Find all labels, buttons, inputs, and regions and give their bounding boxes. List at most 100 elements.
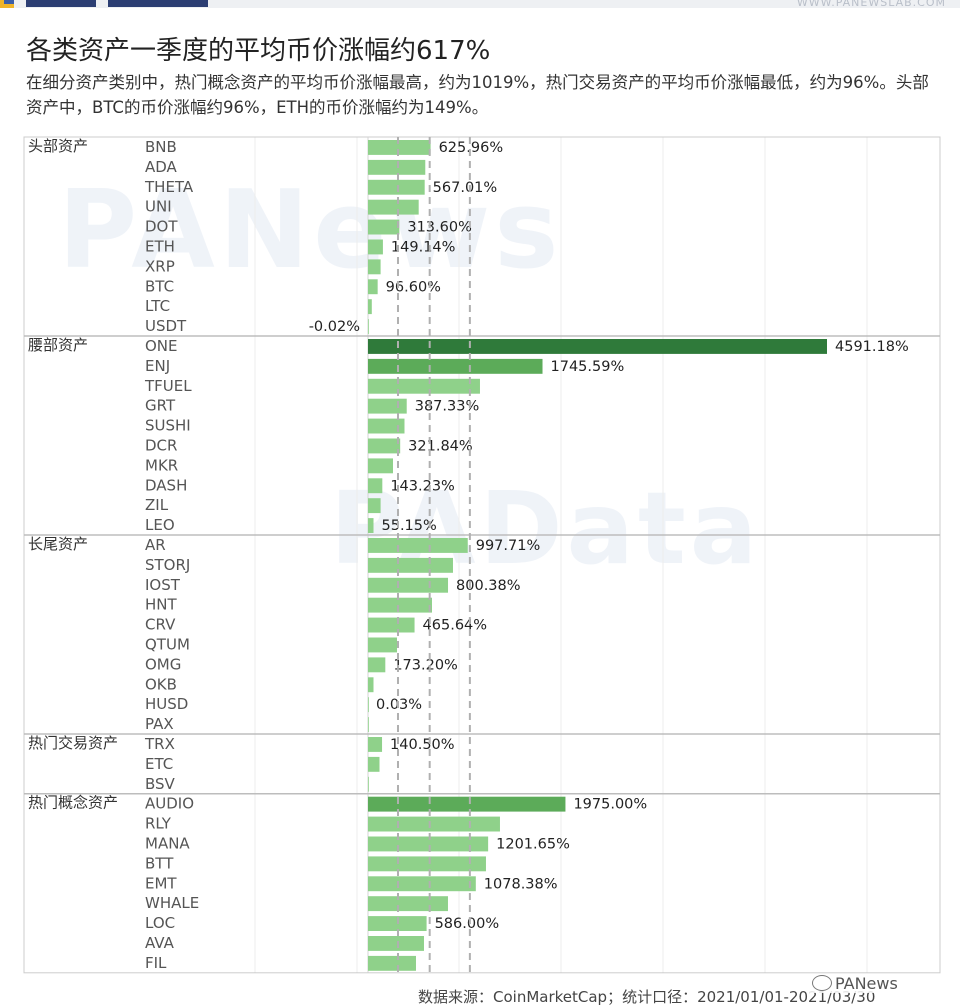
category-label: ENJ xyxy=(145,357,170,375)
category-label: XRP xyxy=(145,257,175,275)
category-label: LEO xyxy=(145,516,175,534)
category-label: BNB xyxy=(145,138,177,156)
category-label: AVA xyxy=(145,934,175,952)
bar xyxy=(368,756,380,772)
category-label: FIL xyxy=(145,954,167,972)
category-label: UNI xyxy=(145,198,172,216)
category-label: ADA xyxy=(145,158,178,176)
bar xyxy=(368,199,419,215)
bar xyxy=(368,557,453,573)
data-label: 800.38% xyxy=(456,578,521,594)
category-label: AR xyxy=(145,536,166,554)
bar xyxy=(368,657,386,673)
category-label: IOST xyxy=(145,576,181,594)
category-label: LTC xyxy=(145,297,170,315)
bar xyxy=(368,617,415,633)
data-label: 96.60% xyxy=(386,279,441,295)
data-label: 465.64% xyxy=(423,618,488,634)
data-label: 1975.00% xyxy=(573,797,647,813)
bar xyxy=(368,498,381,514)
data-label: 1201.65% xyxy=(496,837,570,853)
group-label: 腰部资产 xyxy=(28,336,88,354)
bar xyxy=(368,737,383,752)
bar xyxy=(368,597,432,613)
data-label: 173.20% xyxy=(393,657,458,673)
bar xyxy=(368,697,369,713)
data-label: 321.84% xyxy=(408,439,473,455)
data-label: 586.00% xyxy=(435,916,500,932)
category-label: ETH xyxy=(145,238,175,256)
bar xyxy=(368,518,374,533)
category-label: RLY xyxy=(145,815,172,833)
category-label: STORJ xyxy=(145,556,190,574)
wechat-account-name: PANews xyxy=(835,974,898,993)
group-label: 长尾资产 xyxy=(28,535,88,553)
group-label: 热门概念资产 xyxy=(28,794,118,812)
data-label: 625.96% xyxy=(439,140,504,156)
bar xyxy=(368,896,448,912)
wechat-icon xyxy=(812,975,832,991)
data-label: 140.50% xyxy=(390,737,455,753)
panews-watermark: PANews xyxy=(58,168,563,293)
bar xyxy=(368,438,401,454)
category-label: DOT xyxy=(145,218,178,236)
category-label: TFUEL xyxy=(144,377,192,395)
chart-frame xyxy=(23,136,941,974)
bar xyxy=(368,478,383,494)
bar xyxy=(368,219,400,235)
category-label: HUSD xyxy=(145,695,188,713)
bar xyxy=(368,677,374,693)
bar xyxy=(368,717,369,732)
bar xyxy=(368,259,381,275)
data-label: 997.71% xyxy=(476,538,541,554)
bar xyxy=(368,816,500,832)
data-label: 313.60% xyxy=(407,220,472,236)
category-label: WHALE xyxy=(145,894,199,912)
category-label: ZIL xyxy=(145,496,169,514)
category-label: QTUM xyxy=(145,636,190,654)
data-label: 0.03% xyxy=(376,697,422,713)
bar xyxy=(368,378,480,394)
bar xyxy=(367,319,369,334)
category-label: CRV xyxy=(145,616,176,634)
data-label: 1078.38% xyxy=(484,876,558,892)
group-label: 热门交易资产 xyxy=(28,734,118,752)
category-label: ONE xyxy=(145,337,178,355)
category-label: PAX xyxy=(145,715,174,733)
category-label: USDT xyxy=(145,317,187,335)
top-banner: WWW.PANEWSLAB.COM xyxy=(0,0,960,8)
bar xyxy=(368,159,426,175)
category-label: LOC xyxy=(145,914,175,932)
bar xyxy=(368,796,566,812)
bar xyxy=(368,279,378,295)
category-label: ETC xyxy=(145,755,173,773)
chart-title: 各类资产一季度的平均币价涨幅约617% xyxy=(26,36,491,66)
bar xyxy=(368,239,383,255)
bar xyxy=(368,936,424,951)
wechat-account-tag: PANews xyxy=(808,974,902,993)
category-label: DCR xyxy=(145,437,177,455)
data-label: 55.15% xyxy=(382,518,437,534)
category-label: OKB xyxy=(145,675,177,693)
data-label: 567.01% xyxy=(433,180,498,196)
category-label: BTT xyxy=(145,854,174,872)
data-label: 1745.59% xyxy=(551,359,625,375)
category-label: BTC xyxy=(145,277,174,295)
bar xyxy=(368,538,468,553)
category-label: BSV xyxy=(145,775,176,793)
chart-subtitle: 在细分资产类别中，热门概念资产的平均币价涨幅最高，约为1019%，热门交易资产的… xyxy=(26,73,929,117)
category-label: HNT xyxy=(145,596,178,614)
bar xyxy=(368,339,827,354)
bar xyxy=(368,577,449,593)
panews-padata-logo-icon xyxy=(0,0,208,8)
bar xyxy=(368,458,393,474)
category-label: GRT xyxy=(145,397,176,415)
bar xyxy=(368,418,405,434)
site-url[interactable]: WWW.PANEWSLAB.COM xyxy=(796,0,946,8)
bar xyxy=(368,637,397,653)
bar xyxy=(368,856,486,872)
bar xyxy=(368,876,476,892)
category-label: DASH xyxy=(145,476,187,494)
category-label: MANA xyxy=(145,835,190,853)
bar xyxy=(368,299,372,315)
